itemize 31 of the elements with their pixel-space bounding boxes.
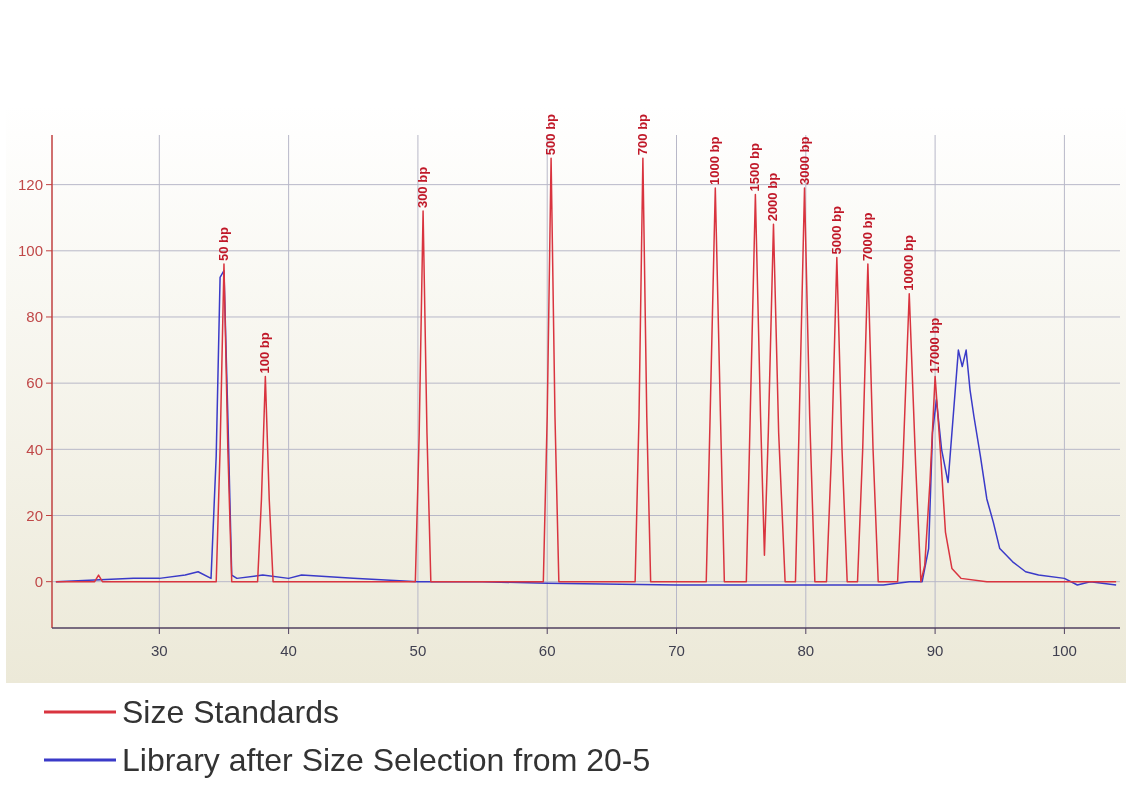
y-tick-label: 0 [34,572,43,590]
legend-label: Library after Size Selection from 20-5 [122,742,651,779]
line-series [55,157,1117,583]
annotation: 1000 bp [707,136,723,185]
annotation: 3000 bp [796,136,812,185]
x-tick-label: 30 [150,642,168,659]
annotation: 1500 bp [747,143,763,192]
legend-label: Size Standards [122,694,340,731]
x-tick-label: 40 [280,642,297,659]
annotation: 5000 bp [828,205,844,255]
x-tick-label: 70 [668,642,685,659]
annotation: 17000 bp [927,317,943,374]
annotation: 300 bp [415,166,431,209]
annotation: 50 bp [215,227,231,262]
annotation: 500 bp [543,113,559,156]
y-tick-label: 40 [26,440,43,458]
annotation: 2000 bp [765,172,781,222]
y-tick-label: 80 [26,308,43,326]
x-tick-label: 60 [538,642,556,659]
annotation: 10000 bp [901,235,917,291]
annotation: 7000 bp [859,212,875,262]
y-tick-label: 100 [17,242,43,260]
x-tick-label: 50 [409,642,427,659]
annotation: 700 bp [634,113,650,156]
x-tick-label: 100 [1051,642,1077,659]
y-tick-label: 120 [17,175,43,193]
x-tick-label: 90 [926,642,944,659]
x-tick-label: 80 [797,642,815,659]
y-tick-label: 20 [26,506,43,524]
y-tick-label: 60 [26,374,43,392]
annotation: 100 bp [257,332,273,374]
